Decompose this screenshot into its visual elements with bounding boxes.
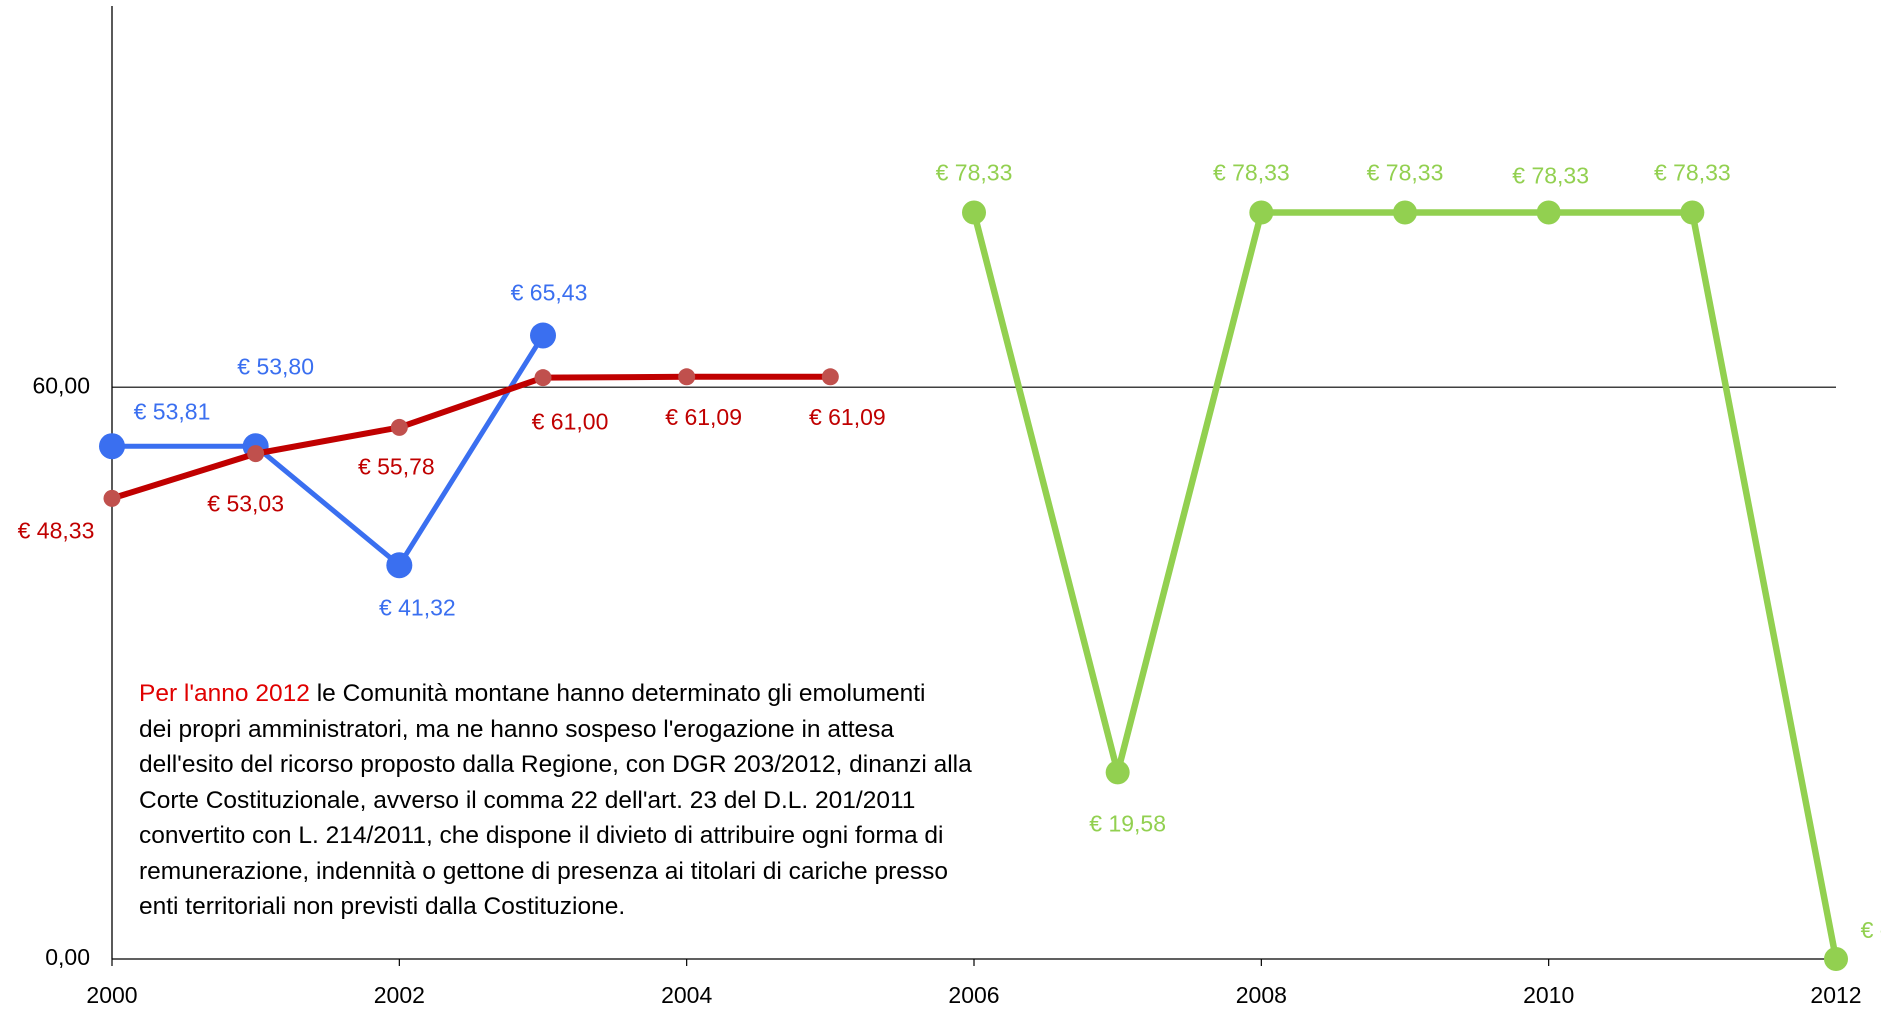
annotation-text: le Comunità montane hanno determinato gl… <box>316 680 926 707</box>
data-label: € 61,09 <box>809 404 886 430</box>
x-tick-label: 2000 <box>86 982 137 1008</box>
annotation-line: enti territoriali non previsti dalla Cos… <box>139 893 626 920</box>
data-label: € 19,58 <box>1089 810 1166 836</box>
marker <box>1393 200 1417 225</box>
series-line <box>111 373 831 502</box>
annotation-line: remunerazione, indennità o gettone di pr… <box>139 857 948 885</box>
annotation-line: dei propri amministratori, ma ne hanno s… <box>139 715 895 743</box>
marker <box>534 369 552 387</box>
marker <box>1536 200 1561 225</box>
data-label: € 78,33 <box>936 160 1013 186</box>
marker <box>1249 200 1274 225</box>
data-label: € 61,00 <box>532 409 609 435</box>
annotation: Per l'anno 2012 le Comunità montane hanno… <box>139 676 972 925</box>
data-label: € 41,32 <box>379 594 456 620</box>
marker <box>390 418 408 436</box>
marker <box>103 489 121 507</box>
data-label: € 61,09 <box>665 404 742 430</box>
marker <box>1105 760 1130 785</box>
data-label: € 65,43 <box>511 280 588 306</box>
annotation-line: dell'esito del ricorso proposto dalla Re… <box>139 751 972 778</box>
x-tick-label: 2012 <box>1810 982 1861 1008</box>
marker <box>1824 947 1848 971</box>
marker <box>821 368 839 386</box>
x-tick-label: 2006 <box>948 982 999 1008</box>
data-label: € 78,33 <box>1213 160 1290 186</box>
x-tick-label: 2010 <box>1523 982 1574 1008</box>
marker <box>99 433 125 460</box>
marker <box>530 322 556 349</box>
data-label: € 55,78 <box>358 453 435 479</box>
marker <box>1680 200 1705 225</box>
marker <box>678 368 696 386</box>
series-line <box>970 209 1840 960</box>
data-label: € 48,33 <box>18 517 95 543</box>
marker <box>247 445 265 463</box>
y-tick-label: 0,00 <box>45 944 90 970</box>
x-tick-label: 2004 <box>661 982 712 1008</box>
series-line <box>111 334 546 568</box>
x-tick-label: 2002 <box>374 982 425 1008</box>
data-label: € 53,80 <box>237 353 314 379</box>
annotation-highlight: Per l'anno 2012 <box>139 680 310 707</box>
marker <box>386 552 413 579</box>
marker <box>962 200 986 225</box>
y-tick-label: 60,00 <box>32 372 90 398</box>
annotation-line: Per l'anno 2012 le Comunità montane hanno… <box>139 676 972 712</box>
data-label: € 53,03 <box>207 491 284 517</box>
data-label: € - <box>1861 917 1881 943</box>
data-label: € 78,33 <box>1367 160 1444 186</box>
data-label: € 78,33 <box>1512 163 1589 189</box>
annotation-line: Corte Costituzionale, avverso il comma 2… <box>139 786 916 814</box>
annotation-line: convertito con L. 214/2011, che dispone … <box>139 822 944 849</box>
data-label: € 53,81 <box>134 398 211 424</box>
data-label: € 78,33 <box>1654 160 1731 186</box>
x-tick-label: 2008 <box>1236 982 1287 1008</box>
